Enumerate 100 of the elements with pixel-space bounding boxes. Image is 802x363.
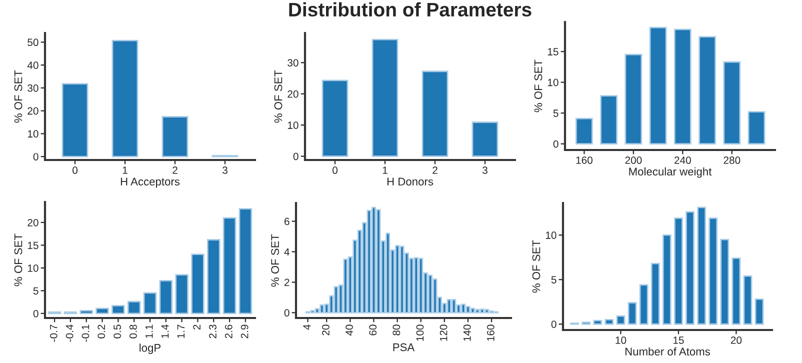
bar [723,61,741,145]
y-tick-label: 5 [551,276,556,284]
x-tick-label: 160 [486,324,494,341]
y-tick-label: 50 [28,38,38,46]
y-axis-title: % OF SET [532,240,540,293]
y-tick-label: 5 [33,287,38,295]
bar [662,234,672,325]
y-axis-title: % OF SET [14,234,22,286]
y-tick-label: 0 [33,310,38,318]
bar [616,315,626,325]
x-tick-label: 2 [172,166,178,174]
x-tick-label: 1.1 [146,324,153,338]
y-tick-label: 10 [288,122,298,129]
y-tick-label: 10 [28,264,38,272]
y-axis-title: % OF SET [14,70,22,123]
bar [96,308,109,314]
bar [624,54,642,145]
bar [708,217,718,325]
y-tick-label: 4 [284,248,290,256]
x-tick-label: 160 [576,156,592,164]
x-axis-title: H Donors [387,178,434,186]
bar [697,206,706,325]
x-tick-label: 3 [482,166,488,174]
bar [600,95,618,145]
bar [422,70,448,157]
y-axis-title: % OF SET [271,234,279,287]
chart-title: Distribution of Parameters [289,2,532,17]
x-axis-title: Molecular weight [629,167,712,178]
x-tick-label: 2.9 [240,324,248,338]
bar [191,254,204,314]
x-tick-label: -0.1 [82,324,90,342]
bar [686,211,694,325]
x-tick-label: 3 [222,166,228,174]
y-tick-label: 15 [548,48,558,56]
bar [650,262,660,325]
y-axis-title: % OF SET [534,60,542,112]
bar [175,274,188,314]
y-axis-title: % OF SET [274,70,282,123]
bar [372,38,398,157]
bar [206,239,220,314]
x-tick-label: 280 [724,156,740,164]
x-tick-label: 2.3 [209,324,216,338]
y-tick-label: 30 [288,59,298,67]
bar [674,217,683,325]
y-tick-label: 30 [28,84,38,92]
bar [674,28,692,145]
x-tick-label: 0.8 [130,324,137,338]
x-tick-label: 15 [673,336,684,344]
bar [628,302,637,325]
bar [159,280,173,314]
bar [322,80,348,157]
y-tick-label: 5 [553,110,558,117]
bar [112,305,125,314]
x-tick-label: 20 [730,336,742,344]
bar [754,298,764,325]
y-tick-label: 20 [28,107,38,115]
bar [222,217,236,314]
x-tick-label: 2 [193,324,200,330]
x-axis-title: Number of Atoms [625,347,710,356]
x-tick-label: 60 [369,324,377,336]
y-tick-label: 40 [27,62,38,69]
x-tick-label: 2.6 [224,324,232,338]
x-tick-label: 2 [432,166,438,174]
bar [604,318,614,325]
x-tick-label: 120 [440,324,448,341]
bar [112,40,138,158]
y-tick-label: 0 [284,309,290,317]
x-tick-label: 10 [616,336,626,344]
x-tick-label: 0.5 [114,324,121,338]
x-tick-label: 80 [392,324,400,336]
bar [593,320,602,325]
x-tick-label: 200 [625,156,642,164]
x-tick-label: 1.4 [161,324,169,338]
bar [62,83,88,158]
x-tick-label: -0.7 [50,324,58,342]
x-tick-label: 100 [416,324,424,341]
y-tick-label: 2 [284,278,290,286]
bar [143,292,157,314]
x-tick-label: -0.4 [66,324,74,342]
bar [743,275,752,325]
bar [472,122,498,157]
bar [576,118,593,145]
x-tick-label: 40 [346,324,353,336]
bar [698,36,716,145]
y-tick-label: 6 [284,218,290,226]
x-tick-label: 20 [322,324,330,336]
x-tick-label: 140 [463,324,471,341]
bar [127,300,141,314]
y-tick-label: 10 [548,78,558,86]
x-axis-title: H Acceptors [120,178,180,188]
x-tick-label: 1.7 [177,324,185,338]
x-axis-title: logP [140,344,161,354]
x-tick-label: 240 [674,156,691,164]
y-tick-label: 10 [546,232,556,239]
bar [162,116,188,158]
x-tick-label: 4 [303,324,310,330]
bar [649,26,667,145]
y-tick-label: 15 [28,242,38,250]
x-tick-label: 0.2 [98,324,106,338]
x-tick-label: 0 [332,166,338,174]
